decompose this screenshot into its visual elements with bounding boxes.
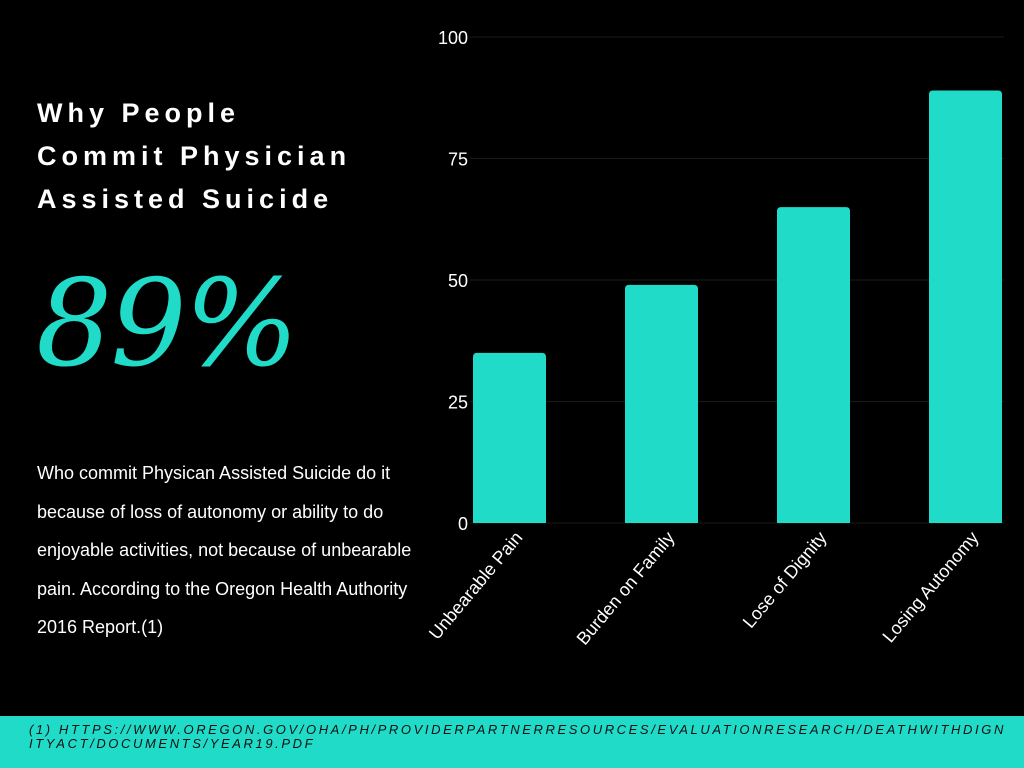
x-tick-label: Unbearable Pain xyxy=(425,528,527,644)
bar xyxy=(777,207,850,523)
title-line: Why People xyxy=(37,98,241,128)
y-tick-label: 0 xyxy=(458,514,468,534)
title-line: Assisted Suicide xyxy=(37,184,334,214)
highlight-stat: 89% xyxy=(36,255,299,394)
page-title: Why People Commit Physician Assisted Sui… xyxy=(37,92,351,221)
x-tick-label: Losing Autonomy xyxy=(878,528,982,647)
y-tick-label: 25 xyxy=(448,393,468,413)
footer-bar: (1) HTTPS://WWW.OREGON.GOV/OHA/PH/PROVID… xyxy=(0,716,1024,768)
footnote: (1) HTTPS://WWW.OREGON.GOV/OHA/PH/PROVID… xyxy=(29,722,1006,751)
x-tick-label: Burden on Family xyxy=(573,528,679,649)
x-tick-label: Lose of Dignity xyxy=(739,528,831,632)
bar xyxy=(473,352,546,523)
bar-chart: 0 25 50 75 100 Unbearable Pain Burden on Famil… xyxy=(425,28,1004,649)
y-tick-label: 50 xyxy=(448,271,468,291)
bar xyxy=(929,90,1002,524)
title-line: Commit Physician xyxy=(37,141,352,171)
description: Who commit Physican Assisted Suicide do … xyxy=(37,463,412,637)
bar xyxy=(625,284,698,523)
y-tick-label: 100 xyxy=(438,28,468,48)
y-tick-label: 75 xyxy=(448,150,468,170)
